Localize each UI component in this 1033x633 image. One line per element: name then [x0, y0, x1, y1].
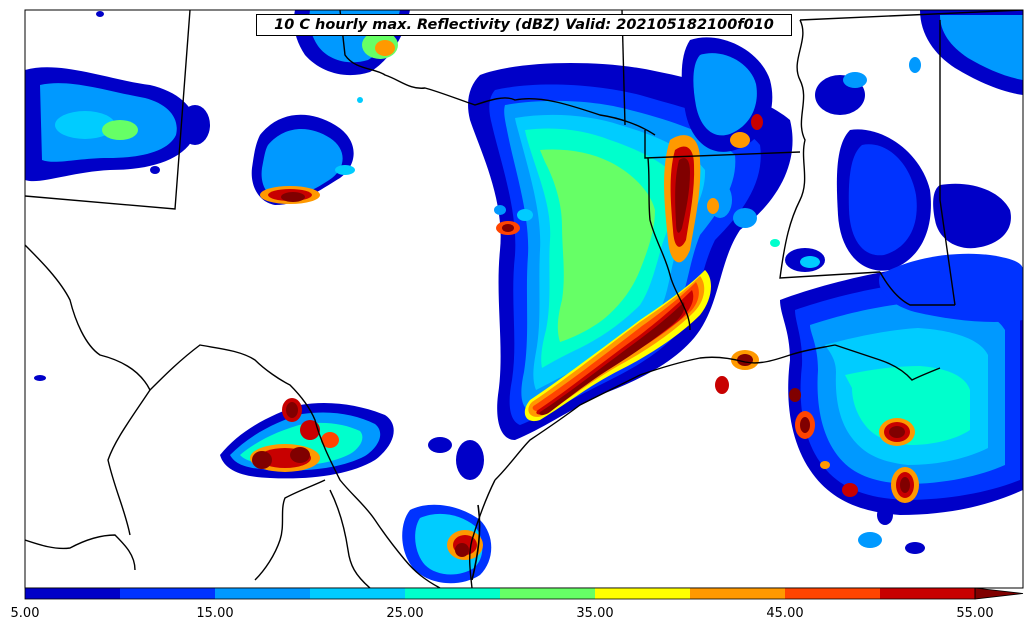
- state-border-nm-tx-west: [25, 10, 191, 210]
- colorbar: [24, 587, 1024, 600]
- colorbar-outline: [24, 587, 976, 600]
- colorbar-tick-label: 15.00: [196, 606, 234, 621]
- scattered-cells: [34, 11, 925, 554]
- colorbar-segment: [215, 588, 311, 599]
- coastline-south-texas: [469, 479, 496, 588]
- colorbar-segment: [880, 588, 976, 599]
- state-border-tx-ar-la-north: [644, 130, 801, 159]
- mexico-state-border-1: [107, 389, 151, 536]
- storm-cluster-texas: [468, 63, 793, 441]
- colorbar-extend-arrow: [974, 587, 1024, 600]
- colorbar-segment: [595, 588, 691, 599]
- state-border-ms-river: [779, 19, 881, 279]
- colorbar-segment: [25, 588, 121, 599]
- mexico-state-border-4: [329, 489, 371, 588]
- colorbar-tick-label: 55.00: [956, 606, 994, 621]
- colorbar-segment: [500, 588, 596, 599]
- mexico-state-border-2: [25, 534, 136, 571]
- mexico-border-rio-grande: [25, 244, 441, 588]
- colorbar-tick-label: 5.00: [10, 606, 40, 621]
- colorbar-segment: [310, 588, 406, 599]
- storm-cluster-louisiana: [715, 265, 1023, 515]
- mexico-state-border-3: [254, 479, 326, 581]
- colorbar-segment: [405, 588, 501, 599]
- storm-cluster-new-mexico: [25, 67, 196, 182]
- state-border-ok-tx-red-river: [339, 10, 656, 136]
- storm-cluster-south-texas: [220, 398, 492, 584]
- barrier-island: [471, 504, 481, 581]
- state-border-ms-al: [939, 20, 956, 306]
- storm-cluster-mississippi: [681, 10, 1023, 323]
- colorbar-tick-label: 45.00: [766, 606, 804, 621]
- colorbar-segment: [120, 588, 216, 599]
- geo-boundaries: [25, 10, 1023, 588]
- storm-cluster-west-texas: [251, 114, 520, 235]
- state-border-ms-la-south: [879, 271, 955, 306]
- coastline-louisiana: [834, 344, 941, 381]
- state-border-tx-la-sabine: [647, 157, 691, 331]
- colorbar-tick-label: 25.00: [386, 606, 424, 621]
- colorbar-segment: [785, 588, 881, 599]
- state-border-ar-ms: [799, 10, 1023, 21]
- coastline-texas: [494, 344, 836, 481]
- colorbar-tick-label: 35.00: [576, 606, 614, 621]
- reflectivity-field: [25, 10, 1023, 584]
- map-title: 10 C hourly max. Reflectivity (dBZ) Vali…: [256, 14, 792, 36]
- colorbar-segment: [690, 588, 786, 599]
